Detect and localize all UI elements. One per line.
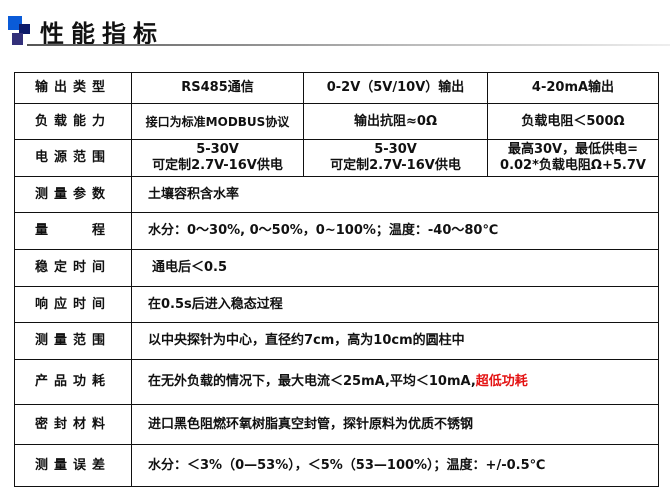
row-label: 测量范围	[14, 322, 132, 360]
row-label: 产品功耗	[14, 359, 132, 405]
cell: 在0.5s后进入稳态过程	[131, 286, 659, 323]
highlight-text: 超低功耗	[475, 374, 528, 389]
row-label: 测量误差	[14, 444, 132, 487]
logo-square-blue	[8, 16, 22, 30]
logo-square-navy	[19, 24, 30, 34]
table-row: 测量误差 水分：＜3%（0—53%），＜5%（53—100%）；温度：+/-0.5…	[14, 444, 659, 487]
row-label: 响应时间	[14, 286, 132, 323]
cell-line: 0.02*负载电阻Ω+5.7V	[500, 158, 646, 173]
title-underline	[27, 44, 670, 46]
table-row: 响应时间 在0.5s后进入稳态过程	[14, 286, 659, 323]
cell: 接口为标准MODBUS协议	[131, 103, 304, 140]
cell: 4-20mA输出	[487, 72, 659, 104]
cell: 0-2V（5V/10V）输出	[303, 72, 488, 104]
cell: 通电后＜0.5	[131, 249, 659, 287]
logo-square-purple	[12, 33, 23, 45]
spec-table: 输出类型 RS485通信 0-2V（5V/10V）输出 4-20mA输出 负载能…	[14, 72, 659, 487]
row-label: 负载能力	[14, 103, 132, 140]
cell-line: 5-30V	[374, 142, 417, 157]
cell: 水分：0～30%, 0～50%，0~100%；温度：-40～80℃	[131, 212, 659, 250]
cell: 进口黑色阻燃环氧树脂真空封管，探针原料为优质不锈钢	[131, 404, 659, 445]
row-label: 稳定时间	[14, 249, 132, 287]
cell: 在无外负载的情况下，最大电流＜25mA,平均＜10mA,超低功耗	[131, 359, 659, 405]
cell-line: 可定制2.7V-16V供电	[330, 158, 461, 173]
cell: 最高30V，最低供电= 0.02*负载电阻Ω+5.7V	[487, 139, 659, 177]
table-row: 产品功耗 在无外负载的情况下，最大电流＜25mA,平均＜10mA,超低功耗	[14, 359, 659, 405]
cell: 以中央探针为中心，直径约7cm，高为10cm的圆柱中	[131, 322, 659, 360]
cell: 土壤容积含水率	[131, 176, 659, 213]
cell-text: 在无外负载的情况下，最大电流＜25mA,平均＜10mA,	[148, 374, 476, 389]
row-label: 输出类型	[14, 72, 132, 104]
table-row: 量 程水分：0～30%, 0～50%，0~100%；温度：-40～80℃	[14, 212, 659, 250]
table-row: 测量参数 土壤容积含水率	[14, 176, 659, 213]
row-label: 测量参数	[14, 176, 132, 213]
table-row: 输出类型 RS485通信 0-2V（5V/10V）输出 4-20mA输出	[14, 72, 659, 104]
cell-line: 5-30V	[196, 142, 239, 157]
cell-line: 最高30V，最低供电=	[507, 142, 639, 157]
section-title: 性能指标	[40, 20, 164, 48]
cell: RS485通信	[131, 72, 304, 104]
table-row: 测量范围 以中央探针为中心，直径约7cm，高为10cm的圆柱中	[14, 322, 659, 360]
table-row: 负载能力 接口为标准MODBUS协议 输出抗阻≈0Ω 负载电阻＜500Ω	[14, 103, 659, 140]
table-row: 密封材料 进口黑色阻燃环氧树脂真空封管，探针原料为优质不锈钢	[14, 404, 659, 445]
cell: 5-30V 可定制2.7V-16V供电	[131, 139, 304, 177]
cell: 5-30V 可定制2.7V-16V供电	[303, 139, 488, 177]
table-row: 稳定时间 通电后＜0.5	[14, 249, 659, 287]
cell-line: 可定制2.7V-16V供电	[152, 158, 283, 173]
cell: 负载电阻＜500Ω	[487, 103, 659, 140]
row-label: 密封材料	[14, 404, 132, 445]
table-row: 电源范围 5-30V 可定制2.7V-16V供电 5-30V 可定制2.7V-16V…	[14, 139, 659, 177]
row-label: 量 程	[14, 212, 132, 250]
cell: 输出抗阻≈0Ω	[303, 103, 488, 140]
row-label: 电源范围	[14, 139, 132, 177]
cell: 水分：＜3%（0—53%），＜5%（53—100%）；温度：+/-0.5℃	[131, 444, 659, 487]
